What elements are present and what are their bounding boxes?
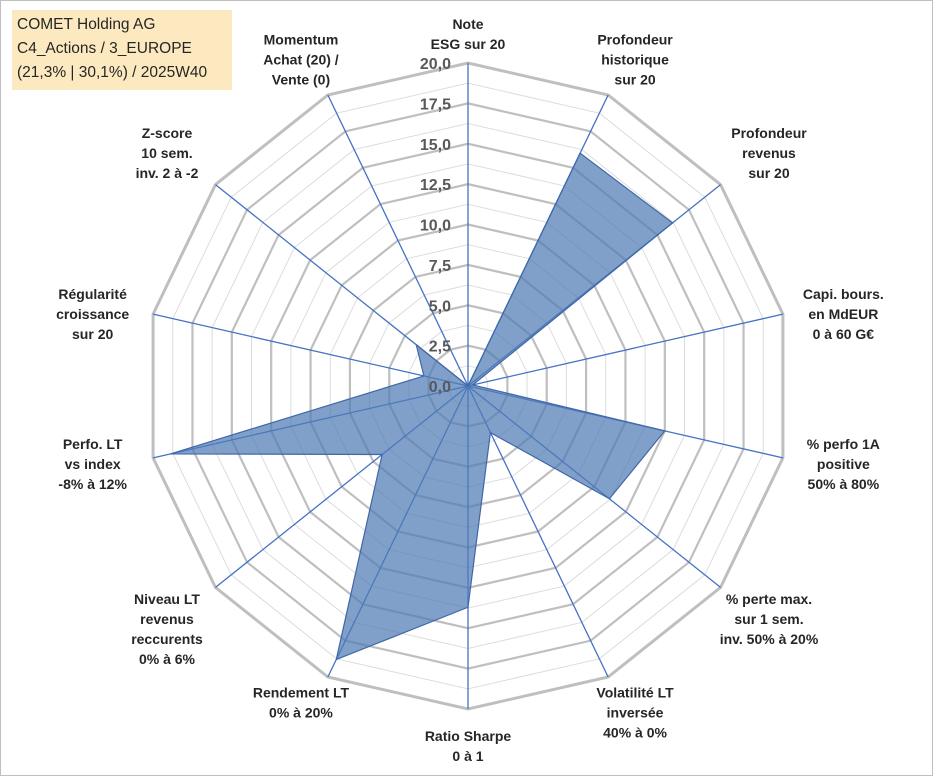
category-label: Profondeur historique sur 20 (597, 31, 673, 87)
category-label: Régularité croissance sur 20 (56, 286, 129, 342)
category-label-line: 40% à 0% (603, 725, 667, 741)
category-label-line: vs index (65, 456, 121, 472)
tick-label: 7,5 (429, 258, 451, 275)
category-label-line: 0 à 1 (452, 748, 483, 764)
title-line-company: COMET Holding AG (17, 16, 156, 33)
category-label-line: inv. 2 à -2 (136, 165, 199, 181)
category-label-line: Perfo. LT (63, 436, 123, 452)
category-label: Niveau LT revenus reccurents 0% à 6% (131, 591, 203, 667)
category-label-line: Régularité (58, 286, 127, 302)
category-label-line: Profondeur (731, 125, 807, 141)
category-label-line: 10 sem. (141, 145, 192, 161)
axis-spoke (467, 313, 784, 387)
category-label-line: positive (817, 456, 870, 472)
category-label-line: Capi. bours. (803, 286, 884, 302)
category-label-line: % perfo 1A (807, 436, 880, 452)
category-label: Ratio Sharpe 0 à 1 (425, 728, 512, 764)
category-label-line: reccurents (131, 631, 203, 647)
category-label: Volatilité LT inversée 40% à 0% (596, 685, 674, 741)
category-label-line: Rendement LT (253, 685, 350, 701)
category-label-line: revenus (742, 145, 796, 161)
category-label: % perte max. sur 1 sem. inv. 50% à 20% (720, 591, 819, 647)
axis-spoke (327, 94, 469, 387)
category-label-line: -8% à 12% (58, 476, 127, 492)
tick-label: 5,0 (429, 298, 451, 315)
category-label-line: Profondeur (597, 31, 673, 47)
category-label-line: Z-score (142, 125, 193, 141)
category-label: Z-score 10 sem. inv. 2 à -2 (136, 125, 199, 181)
radar-series (170, 152, 674, 661)
category-label-line: croissance (56, 306, 129, 322)
series-area (170, 152, 674, 661)
tick-label: 2,5 (429, 339, 451, 356)
category-label-line: Vente (0) (272, 71, 330, 87)
tick-label: 12,5 (420, 177, 451, 194)
category-label: % perfo 1A positive 50% à 80% (807, 436, 880, 492)
category-label-line: ESG sur 20 (431, 36, 506, 52)
category-label-line: historique (601, 51, 669, 67)
category-label-line: Niveau LT (134, 591, 200, 607)
category-label-line: sur 1 sem. (734, 611, 803, 627)
category-label-line: inversée (607, 705, 664, 721)
category-label-line: revenus (140, 611, 194, 627)
category-label-line: Volatilité LT (596, 685, 674, 701)
tick-label: 17,5 (420, 96, 451, 113)
axis-spoke (467, 385, 609, 678)
tick-label: 20,0 (420, 56, 451, 73)
radial-tick-labels: 0,0 2,5 5,0 7,5 10,0 12,5 15,0 17,5 20,0 (420, 56, 451, 396)
category-label-line: Ratio Sharpe (425, 728, 512, 744)
category-label-line: Momentum (264, 31, 339, 47)
category-label-line: 50% à 80% (808, 476, 880, 492)
category-label: Note ESG sur 20 (431, 16, 506, 52)
category-label: Capi. bours. en MdEUR 0 à 60 G€ (803, 286, 884, 342)
category-label-line: Achat (20) / (263, 51, 339, 67)
category-label: Perfo. LT vs index -8% à 12% (58, 436, 127, 492)
category-label: Profondeur revenus sur 20 (731, 125, 807, 181)
category-label: Momentum Achat (20) / Vente (0) (263, 31, 339, 87)
category-label-line: sur 20 (748, 165, 789, 181)
category-label: Rendement LT 0% à 20% (253, 685, 350, 721)
title-line-portfolio: C4_Actions / 3_EUROPE (17, 40, 192, 57)
tick-label: 10,0 (420, 218, 451, 235)
category-label-line: 0% à 20% (269, 705, 333, 721)
category-label-line: en MdEUR (808, 306, 878, 322)
category-label-line: inv. 50% à 20% (720, 631, 819, 647)
tick-label: 0,0 (429, 379, 451, 396)
category-labels: Note ESG sur 20 Profondeur historique sur 20… (56, 16, 884, 764)
category-label-line: Note (452, 16, 483, 32)
tick-label: 15,0 (420, 137, 451, 154)
title-line-stats: (21,3% | 30,1%) / 2025W40 (17, 64, 208, 81)
category-label-line: sur 20 (72, 326, 113, 342)
category-label-line: 0% à 6% (139, 651, 196, 667)
axis-spoke (152, 313, 469, 387)
title-box: COMET Holding AG C4_Actions / 3_EUROPE (… (12, 10, 232, 90)
category-label-line: 0 à 60 G€ (813, 326, 875, 342)
category-label-line: sur 20 (614, 71, 655, 87)
category-label-line: % perte max. (726, 591, 812, 607)
